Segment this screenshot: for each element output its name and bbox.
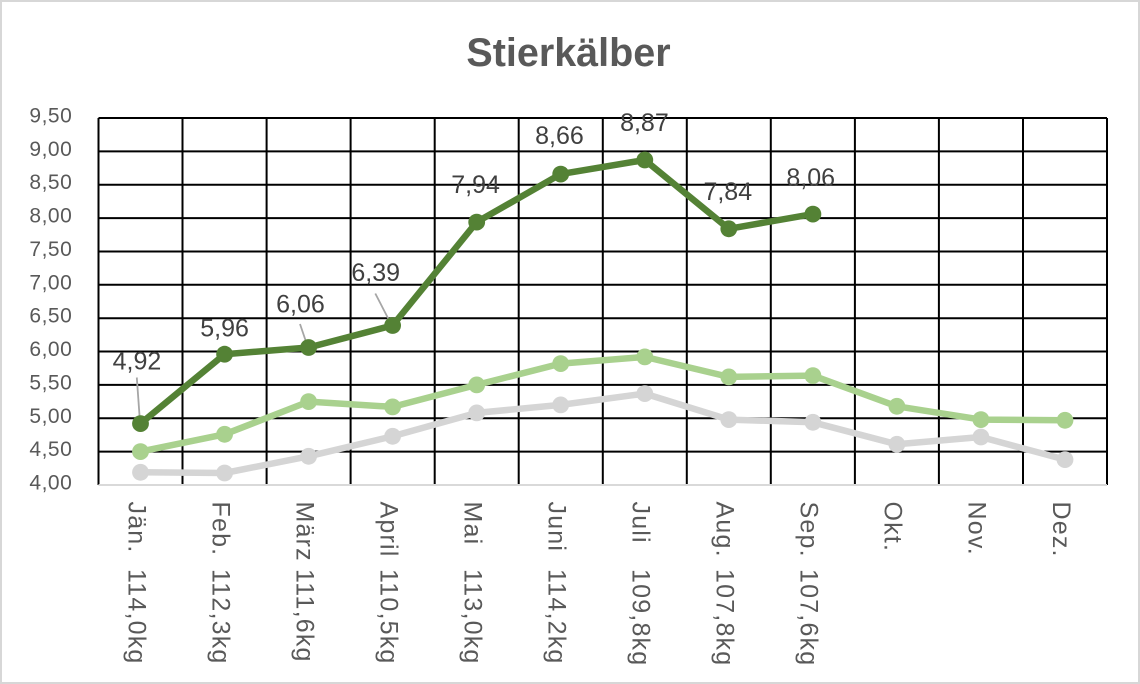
svg-text:113,0kg: 113,0kg [459,569,487,665]
svg-text:Feb.: Feb. [206,502,234,557]
svg-text:110,5kg: 110,5kg [374,569,402,665]
svg-text:4,50: 4,50 [29,438,72,461]
svg-text:Juli: Juli [627,502,655,544]
svg-text:8,50: 8,50 [29,171,72,194]
svg-text:7,94: 7,94 [451,171,500,199]
svg-text:5,96: 5,96 [200,314,249,342]
svg-text:4,92: 4,92 [113,348,162,376]
svg-text:107,6kg: 107,6kg [795,569,823,666]
svg-text:114,2kg: 114,2kg [543,569,571,665]
svg-text:109,8kg: 109,8kg [627,569,655,666]
svg-text:7,84: 7,84 [703,178,752,206]
svg-text:Juni: Juni [543,502,571,553]
svg-text:5,50: 5,50 [29,371,72,394]
svg-text:6,00: 6,00 [29,338,72,361]
svg-text:114,0kg: 114,0kg [122,569,150,665]
svg-text:Stierkälber: Stierkälber [466,31,670,75]
svg-text:Okt.: Okt. [879,502,907,553]
svg-text:Mai: Mai [459,502,487,546]
svg-text:6,39: 6,39 [351,259,400,287]
svg-text:8,00: 8,00 [29,205,72,228]
svg-text:April: April [374,502,402,558]
svg-text:5,00: 5,00 [29,405,72,428]
svg-text:Dez.: Dez. [1047,502,1075,558]
svg-text:Sep.: Sep. [795,502,823,558]
svg-text:111,6kg: 111,6kg [290,569,318,663]
svg-text:9,00: 9,00 [29,138,72,161]
svg-text:Aug.: Aug. [711,502,739,558]
svg-text:6,06: 6,06 [276,291,325,319]
svg-text:7,00: 7,00 [29,271,72,294]
svg-text:8,06: 8,06 [786,164,835,192]
svg-text:112,3kg: 112,3kg [206,569,234,665]
svg-text:4,00: 4,00 [29,472,72,495]
svg-text:107,8kg: 107,8kg [711,569,739,666]
svg-text:7,50: 7,50 [29,238,72,261]
svg-text:Nov.: Nov. [963,502,991,556]
svg-text:6,50: 6,50 [29,305,72,328]
svg-text:8,87: 8,87 [620,109,669,137]
svg-text:9,50: 9,50 [29,105,72,128]
svg-text:März: März [290,502,318,562]
svg-text:Jän.: Jän. [122,502,150,554]
svg-text:8,66: 8,66 [535,122,584,150]
